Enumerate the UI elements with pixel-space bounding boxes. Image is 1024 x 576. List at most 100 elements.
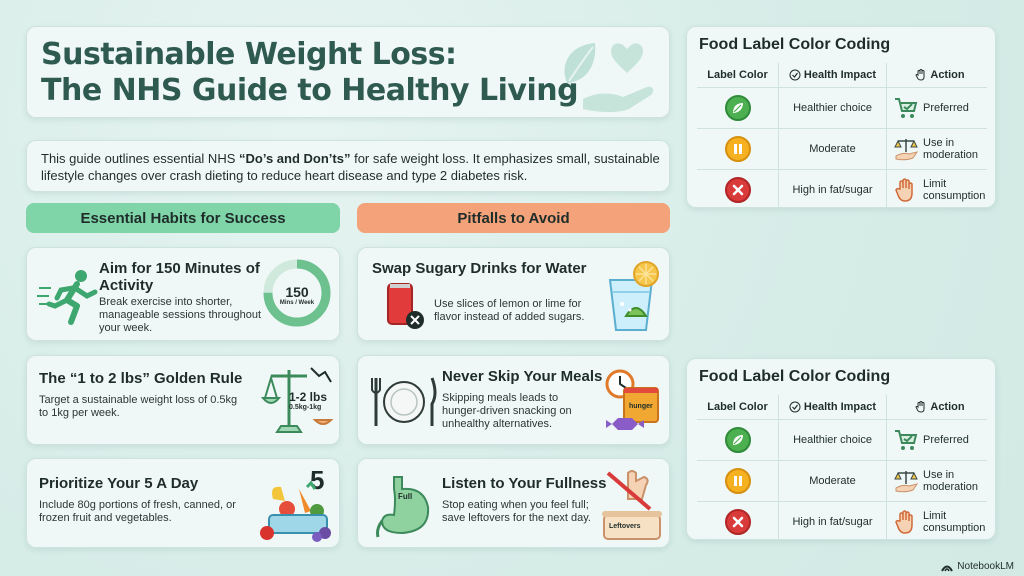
scale-icon xyxy=(260,367,334,433)
notebooklm-logo-icon xyxy=(941,565,954,572)
action-text: Limit consumption xyxy=(923,510,986,534)
fruit-bowl-icon xyxy=(260,481,331,542)
table-title: Food Label Color Coding xyxy=(699,36,891,53)
table-header-cell: Label Color xyxy=(697,63,779,87)
weight-range-label: 1-2 lbs xyxy=(289,390,328,404)
pitfall-title-drinks: Swap Sugary Drinks for Water xyxy=(372,260,587,277)
hand-icon xyxy=(915,401,927,413)
health-impact-text: High in fat/sugar xyxy=(792,516,873,528)
running-person-icon xyxy=(37,270,98,325)
pitfall-title-meals: Never Skip Your Meals xyxy=(442,368,603,385)
action-text: Preferred xyxy=(923,102,969,114)
pitfall-body-meals: Skipping meals leads to hunger-driven sn… xyxy=(442,392,572,430)
leaf-heart-hand-icon xyxy=(564,43,654,112)
activity-progress-ring xyxy=(263,259,331,327)
table-row: High in fat/sugar Limit consumption xyxy=(697,169,987,210)
action-text: Preferred xyxy=(923,434,969,446)
pause-icon xyxy=(724,468,751,494)
brand-footer: NotebookLM xyxy=(941,561,1014,572)
table-row: Healthier choice Preferred xyxy=(697,419,987,460)
habit-body-five-a-day: Include 80g portions of fresh, canned, o… xyxy=(39,499,236,524)
label-color-cell xyxy=(697,88,779,128)
table-header-cell: Action xyxy=(887,63,987,87)
health-impact-cell: Healthier choice xyxy=(779,420,887,460)
header-label: Action xyxy=(930,401,965,413)
stop-hand-icon xyxy=(893,509,919,535)
action-cell: Limit consumption xyxy=(887,170,987,210)
label-table: Label Color Health Impact Action Healthier… xyxy=(697,395,987,542)
intro-text: This guide outlines essential NHS “Do’s … xyxy=(41,150,661,184)
page-title: Sustainable Weight Loss: The NHS Guide t… xyxy=(41,37,579,109)
x-icon xyxy=(724,177,751,203)
table-row: Healthier choice Preferred xyxy=(697,87,987,128)
food-label-table-bottom: Food Label Color Coding Label Color Health… xyxy=(686,358,996,542)
label-color-cell xyxy=(697,502,779,542)
pitfalls-heading: Pitfalls to Avoid xyxy=(357,203,670,233)
table-header-cell: Label Color xyxy=(697,395,779,419)
ring-value: 150 xyxy=(285,284,309,300)
hand-icon xyxy=(915,69,927,81)
pitfall-card-fullness: Full Listen to Your Fullness Stop eating… xyxy=(357,458,670,548)
check-circle-icon xyxy=(789,401,801,413)
action-text: Limit consumption xyxy=(923,178,986,202)
title-line-2: The NHS Guide to Healthy Living xyxy=(41,73,579,108)
header-label: Health Impact xyxy=(803,401,877,413)
soda-can-icon xyxy=(387,283,424,329)
header-label: Label Color xyxy=(707,69,768,81)
habit-title-golden-rule: The “1 to 2 lbs” Golden Rule xyxy=(39,370,243,387)
label-color-cell xyxy=(697,420,779,460)
x-icon xyxy=(724,509,751,535)
weight-range-kg: 0.5kg-1kg xyxy=(289,404,322,411)
health-impact-text: Moderate xyxy=(809,143,856,155)
ring-unit: Mins / Week xyxy=(279,300,315,306)
table-row: Moderate Use in moderation xyxy=(697,128,987,169)
brand-name: NotebookLM xyxy=(957,561,1014,572)
title-card: Sustainable Weight Loss: The NHS Guide t… xyxy=(26,26,670,118)
habit-card-golden-rule: The “1 to 2 lbs” Golden Rule Target a su… xyxy=(26,355,340,445)
table-title: Food Label Color Coding xyxy=(699,368,891,385)
pitfall-title-fullness: Listen to Your Fullness xyxy=(442,475,607,492)
table-header-cell: Health Impact xyxy=(779,63,887,87)
label-color-cell xyxy=(697,170,779,210)
table-header-row: Label Color Health Impact Action xyxy=(697,395,987,419)
habit-card-activity: Aim for 150 Minutes of Activity Break ex… xyxy=(26,247,340,341)
label-color-cell xyxy=(697,129,779,169)
cart-check-icon xyxy=(893,427,919,453)
pitfall-body-fullness: Stop eating when you feel full; save lef… xyxy=(442,499,591,524)
pause-icon xyxy=(724,136,751,162)
water-glass-icon xyxy=(608,261,659,331)
intro-card: This guide outlines essential NHS “Do’s … xyxy=(26,140,670,192)
stop-hand-icon xyxy=(893,177,919,203)
action-cell: Preferred xyxy=(887,420,987,460)
action-cell: Preferred xyxy=(887,88,987,128)
health-impact-text: Moderate xyxy=(809,475,856,487)
action-text: Use in moderation xyxy=(923,137,979,161)
health-impact-cell: Healthier choice xyxy=(779,88,887,128)
table-row: High in fat/sugar Limit consumption xyxy=(697,501,987,542)
label-color-cell xyxy=(697,461,779,501)
table-header-cell: Health Impact xyxy=(779,395,887,419)
habit-body-golden-rule: Target a sustainable weight loss of 0.5k… xyxy=(39,394,238,419)
stomach-icon xyxy=(376,476,430,538)
scale-hand-icon xyxy=(893,468,919,494)
check-circle-icon xyxy=(789,69,801,81)
action-cell: Use in moderation xyxy=(887,129,987,169)
habit-card-five-a-day: Prioritize Your 5 A Day Include 80g port… xyxy=(26,458,340,548)
health-impact-cell: Moderate xyxy=(779,461,887,501)
header-label: Action xyxy=(930,69,965,81)
action-cell: Limit consumption xyxy=(887,502,987,542)
scale-hand-icon xyxy=(893,136,919,162)
title-line-1: Sustainable Weight Loss: xyxy=(41,37,457,72)
leftovers-label: Leftovers xyxy=(609,523,641,530)
habit-title-activity: Aim for 150 Minutes of Activity xyxy=(99,260,260,294)
table-row: Moderate Use in moderation xyxy=(697,460,987,501)
header-label: Label Color xyxy=(707,401,768,413)
habit-body-activity: Break exercise into shorter, manageable … xyxy=(99,296,262,334)
snacks-clock-icon xyxy=(605,369,659,430)
plate-icon xyxy=(371,377,437,426)
intro-emphasis: “Do’s and Don’ts” xyxy=(239,151,351,166)
pitfall-body-drinks: Use slices of lemon or lime for flavor i… xyxy=(434,298,585,323)
header-label: Health Impact xyxy=(803,69,877,81)
table-header-cell: Action xyxy=(887,395,987,419)
health-impact-cell: High in fat/sugar xyxy=(779,502,887,542)
